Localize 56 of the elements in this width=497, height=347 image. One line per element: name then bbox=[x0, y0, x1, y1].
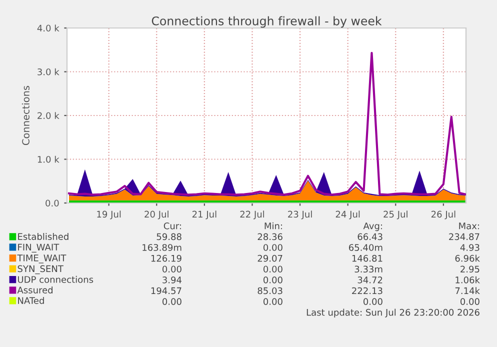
text: 1.06k bbox=[456, 276, 480, 284]
text: 194.57 bbox=[151, 287, 182, 294]
y-tick-label: 3.0 k bbox=[38, 68, 60, 76]
text: Max: bbox=[459, 222, 479, 230]
text: 2.95 bbox=[460, 266, 480, 273]
chart-title: Connections through firewall - by week bbox=[152, 16, 382, 28]
legend-label: Established bbox=[18, 233, 68, 240]
x-tick-label: 19 Jul bbox=[97, 210, 121, 220]
text: 222.13 bbox=[352, 287, 382, 294]
text: 66.43 bbox=[358, 233, 382, 240]
y-tick-label: 4.0 k bbox=[37, 24, 60, 32]
x-tick-label: 26 Jul bbox=[431, 210, 456, 220]
text: Last update: Sun Jul 26 23:20:00 2026 bbox=[306, 308, 480, 318]
text: Cur: bbox=[164, 222, 181, 230]
x-tick-label: 24 Jul bbox=[336, 210, 360, 220]
legend-label: NATed bbox=[18, 297, 44, 304]
text: 59.88 bbox=[156, 233, 182, 240]
x-tick-label: 22 Jul bbox=[240, 210, 264, 220]
text: 3.33m bbox=[354, 266, 382, 273]
text: 0.00 bbox=[263, 276, 282, 284]
text: 0.00 bbox=[460, 298, 480, 305]
legend-label: UDP connections bbox=[18, 276, 94, 283]
text: 0.00 bbox=[162, 298, 182, 305]
x-tick-label: 23 Jul bbox=[288, 210, 312, 220]
legend-label: SYN_SENT bbox=[18, 265, 64, 274]
text: 0.00 bbox=[263, 266, 282, 273]
text: Avg: bbox=[363, 222, 382, 232]
text: 28.36 bbox=[258, 233, 282, 240]
y-tick-label: 2.0 k bbox=[38, 112, 60, 120]
text: 0.00 bbox=[363, 298, 382, 305]
text: 6.96k bbox=[455, 254, 480, 262]
text: 0.00 bbox=[263, 298, 282, 305]
legend-label: FIN_WAIT bbox=[18, 244, 60, 253]
legend-label: TIME_WAIT bbox=[17, 254, 66, 264]
legend-label: Assured bbox=[17, 286, 52, 294]
text: 163.89m bbox=[142, 244, 182, 251]
y-tick-label: 0.0 bbox=[46, 200, 59, 207]
y-tick-label: 1.0 k bbox=[38, 156, 60, 163]
text: 126.19 bbox=[151, 254, 182, 262]
text: 34.72 bbox=[358, 276, 382, 284]
text: 146.81 bbox=[352, 254, 382, 262]
text: Min: bbox=[264, 222, 282, 230]
text: 85.03 bbox=[258, 287, 282, 294]
x-tick-label: 21 Jul bbox=[192, 210, 216, 220]
text: 0.00 bbox=[162, 266, 182, 273]
x-tick-label: 25 Jul bbox=[384, 210, 408, 220]
text: 29.07 bbox=[258, 254, 282, 262]
text: 7.14k bbox=[455, 287, 480, 294]
line-series bbox=[68, 52, 466, 196]
text: 65.40m bbox=[348, 244, 382, 251]
text: 234.87 bbox=[449, 233, 480, 240]
y-axis-title: Connections bbox=[22, 86, 30, 145]
text: 0.00 bbox=[263, 244, 282, 251]
x-tick-label: 20 Jul bbox=[144, 210, 168, 220]
text: 3.94 bbox=[162, 276, 182, 284]
text: 4.93 bbox=[460, 244, 480, 251]
